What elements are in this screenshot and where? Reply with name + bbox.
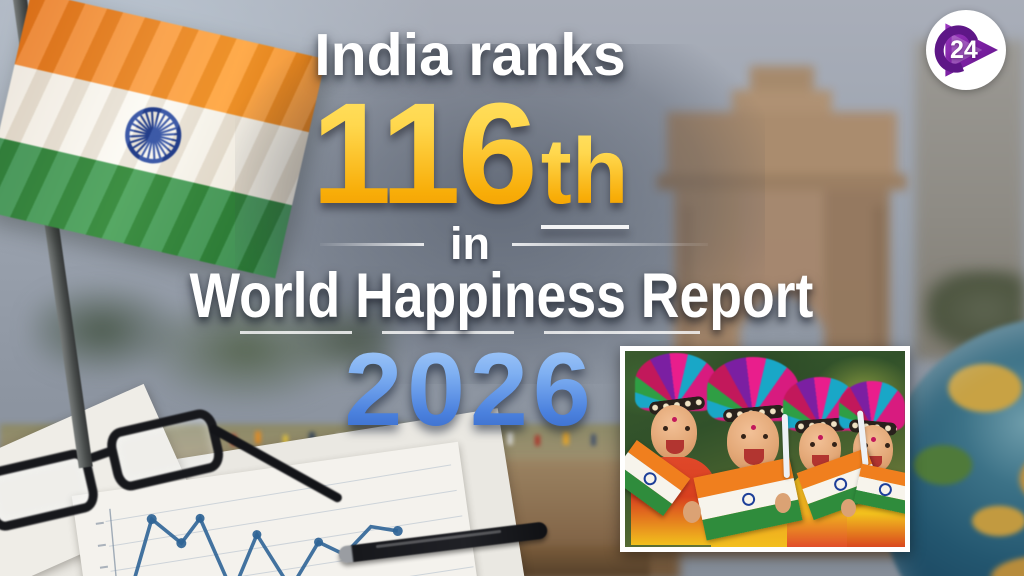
bindi <box>751 425 756 430</box>
headline-underlines <box>140 331 800 335</box>
rank-suffix: th <box>540 119 629 230</box>
india-flag <box>0 0 326 279</box>
crowd-person <box>507 432 513 445</box>
connector-rule-left <box>320 243 424 247</box>
underline-segment <box>544 331 700 335</box>
inset-photo-dancers <box>625 351 905 547</box>
headline-year: 2026 <box>140 338 800 442</box>
crowd-person <box>255 431 261 444</box>
connector-rule-right <box>512 243 708 247</box>
bindi <box>672 417 677 422</box>
dancer-face <box>651 405 697 459</box>
headline-block: India ranks 116th in World Happiness Rep… <box>140 22 814 442</box>
bindi <box>818 435 823 440</box>
dancer-hand <box>775 493 791 513</box>
connector-row: in <box>140 221 800 266</box>
channel-logo: 24 <box>926 10 1006 90</box>
dancer-hand <box>683 501 701 523</box>
headline-backdrop-shade <box>235 44 765 384</box>
crowd-person <box>591 434 596 446</box>
crowd-person <box>535 435 540 446</box>
bindi <box>871 437 876 442</box>
dancer-hand <box>841 499 856 517</box>
underline-segment <box>382 331 514 335</box>
connector-word: in <box>450 218 490 270</box>
crowd-person <box>283 435 288 446</box>
logo-number: 24 <box>950 36 978 64</box>
rank-number: 116 <box>311 73 537 235</box>
headline-line1: India ranks <box>314 22 626 88</box>
headline-line2: World Happiness Report <box>189 261 814 332</box>
headline-rank: 116th <box>140 82 800 230</box>
crowd-person <box>563 432 569 445</box>
underline-segment <box>240 331 352 335</box>
ashoka-chakra-icon <box>125 107 182 164</box>
inset-photo-frame <box>620 346 910 552</box>
